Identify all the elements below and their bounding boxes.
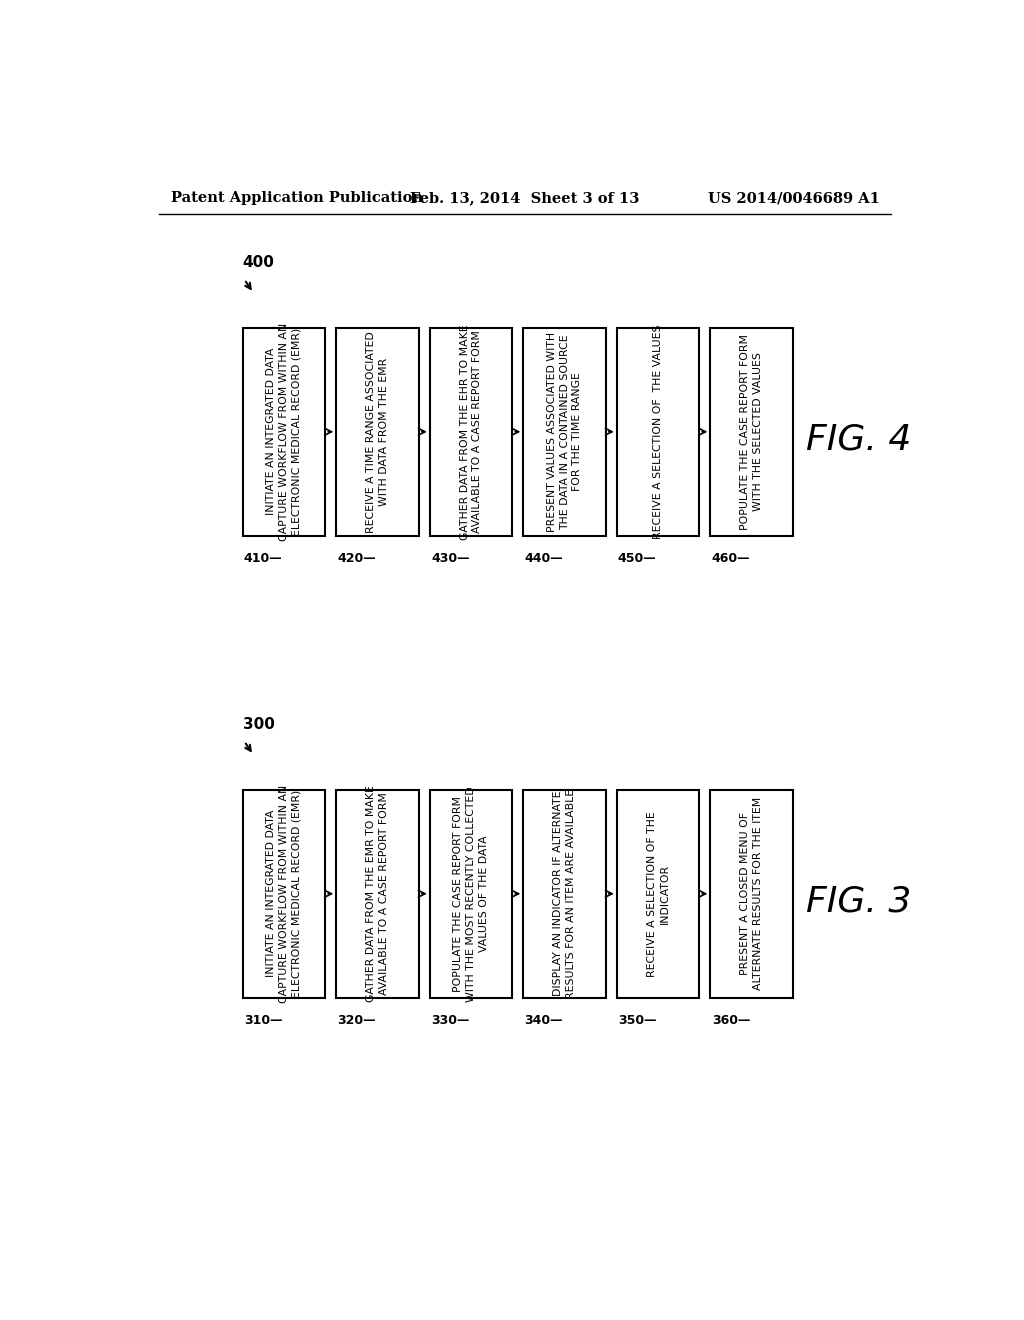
Text: RECEIVE A TIME RANGE ASSOCIATED
WITH DATA FROM THE EMR: RECEIVE A TIME RANGE ASSOCIATED WITH DAT… xyxy=(367,331,389,533)
Text: 310—: 310— xyxy=(244,1014,283,1027)
Bar xyxy=(336,789,419,998)
Text: DISPLAY AN INDICATOR IF ALTERNATE
RESULTS FOR AN ITEM ARE AVAILABLE: DISPLAY AN INDICATOR IF ALTERNATE RESULT… xyxy=(553,788,575,999)
Bar xyxy=(711,327,793,536)
Bar xyxy=(616,327,699,536)
Text: RECEIVE A SELECTION OF THE
INDICATOR: RECEIVE A SELECTION OF THE INDICATOR xyxy=(647,810,670,977)
Bar xyxy=(523,327,606,536)
Text: FIG. 3: FIG. 3 xyxy=(806,884,911,919)
Text: 460—: 460— xyxy=(712,552,750,565)
Text: 440—: 440— xyxy=(524,552,563,565)
Text: 340—: 340— xyxy=(524,1014,563,1027)
Text: INITIATE AN INTEGRATED DATA
CAPTURE WORKFLOW FROM WITHIN AN
ELECTRONIC MEDICAL R: INITIATE AN INTEGRATED DATA CAPTURE WORK… xyxy=(266,784,302,1003)
Text: Feb. 13, 2014  Sheet 3 of 13: Feb. 13, 2014 Sheet 3 of 13 xyxy=(411,191,639,206)
Text: 420—: 420— xyxy=(337,552,376,565)
Text: 360—: 360— xyxy=(712,1014,750,1027)
Text: RECEIVE A SELECTION OF  THE VALUES: RECEIVE A SELECTION OF THE VALUES xyxy=(653,325,664,539)
Text: 410—: 410— xyxy=(244,552,283,565)
Text: GATHER DATA FROM THE EHR TO MAKE
AVAILABLE TO A CASE REPORT FORM: GATHER DATA FROM THE EHR TO MAKE AVAILAB… xyxy=(460,323,482,540)
Text: POPULATE THE CASE REPORT FORM
WITH THE MOST RECENTLY COLLECTED
VALUES OF THE DAT: POPULATE THE CASE REPORT FORM WITH THE M… xyxy=(454,785,488,1002)
Bar xyxy=(243,789,326,998)
Text: 450—: 450— xyxy=(617,552,656,565)
Bar xyxy=(711,789,793,998)
Text: PRESENT A CLOSED MENU OF
ALTERNATE RESULTS FOR THE ITEM: PRESENT A CLOSED MENU OF ALTERNATE RESUL… xyxy=(740,797,763,990)
Text: 330—: 330— xyxy=(431,1014,470,1027)
Bar xyxy=(616,789,699,998)
Bar xyxy=(336,327,419,536)
Bar xyxy=(430,789,512,998)
Text: FIG. 4: FIG. 4 xyxy=(806,422,911,457)
Text: 430—: 430— xyxy=(431,552,470,565)
Text: 320—: 320— xyxy=(338,1014,376,1027)
Text: 350—: 350— xyxy=(618,1014,656,1027)
Text: PRESENT VALUES ASSOCIATED WITH
THE DATA IN A CONTAINED SOURCE
FOR THE TIME RANGE: PRESENT VALUES ASSOCIATED WITH THE DATA … xyxy=(547,331,583,532)
Text: 400: 400 xyxy=(243,255,274,271)
Text: Patent Application Publication: Patent Application Publication xyxy=(171,191,423,206)
Text: POPULATE THE CASE REPORT FORM
WITH THE SELECTED VALUES: POPULATE THE CASE REPORT FORM WITH THE S… xyxy=(740,334,763,529)
Text: 300: 300 xyxy=(243,717,274,733)
Bar xyxy=(523,789,606,998)
Text: US 2014/0046689 A1: US 2014/0046689 A1 xyxy=(708,191,880,206)
Bar xyxy=(243,327,326,536)
Text: GATHER DATA FROM THE EMR TO MAKE
AVAILABLE TO A CASE REPORT FORM: GATHER DATA FROM THE EMR TO MAKE AVAILAB… xyxy=(367,785,389,1002)
Text: INITIATE AN INTEGRATED DATA
CAPTURE WORKFLOW FROM WITHIN AN
ELECTRONIC MEDICAL R: INITIATE AN INTEGRATED DATA CAPTURE WORK… xyxy=(266,322,302,541)
Bar xyxy=(430,327,512,536)
